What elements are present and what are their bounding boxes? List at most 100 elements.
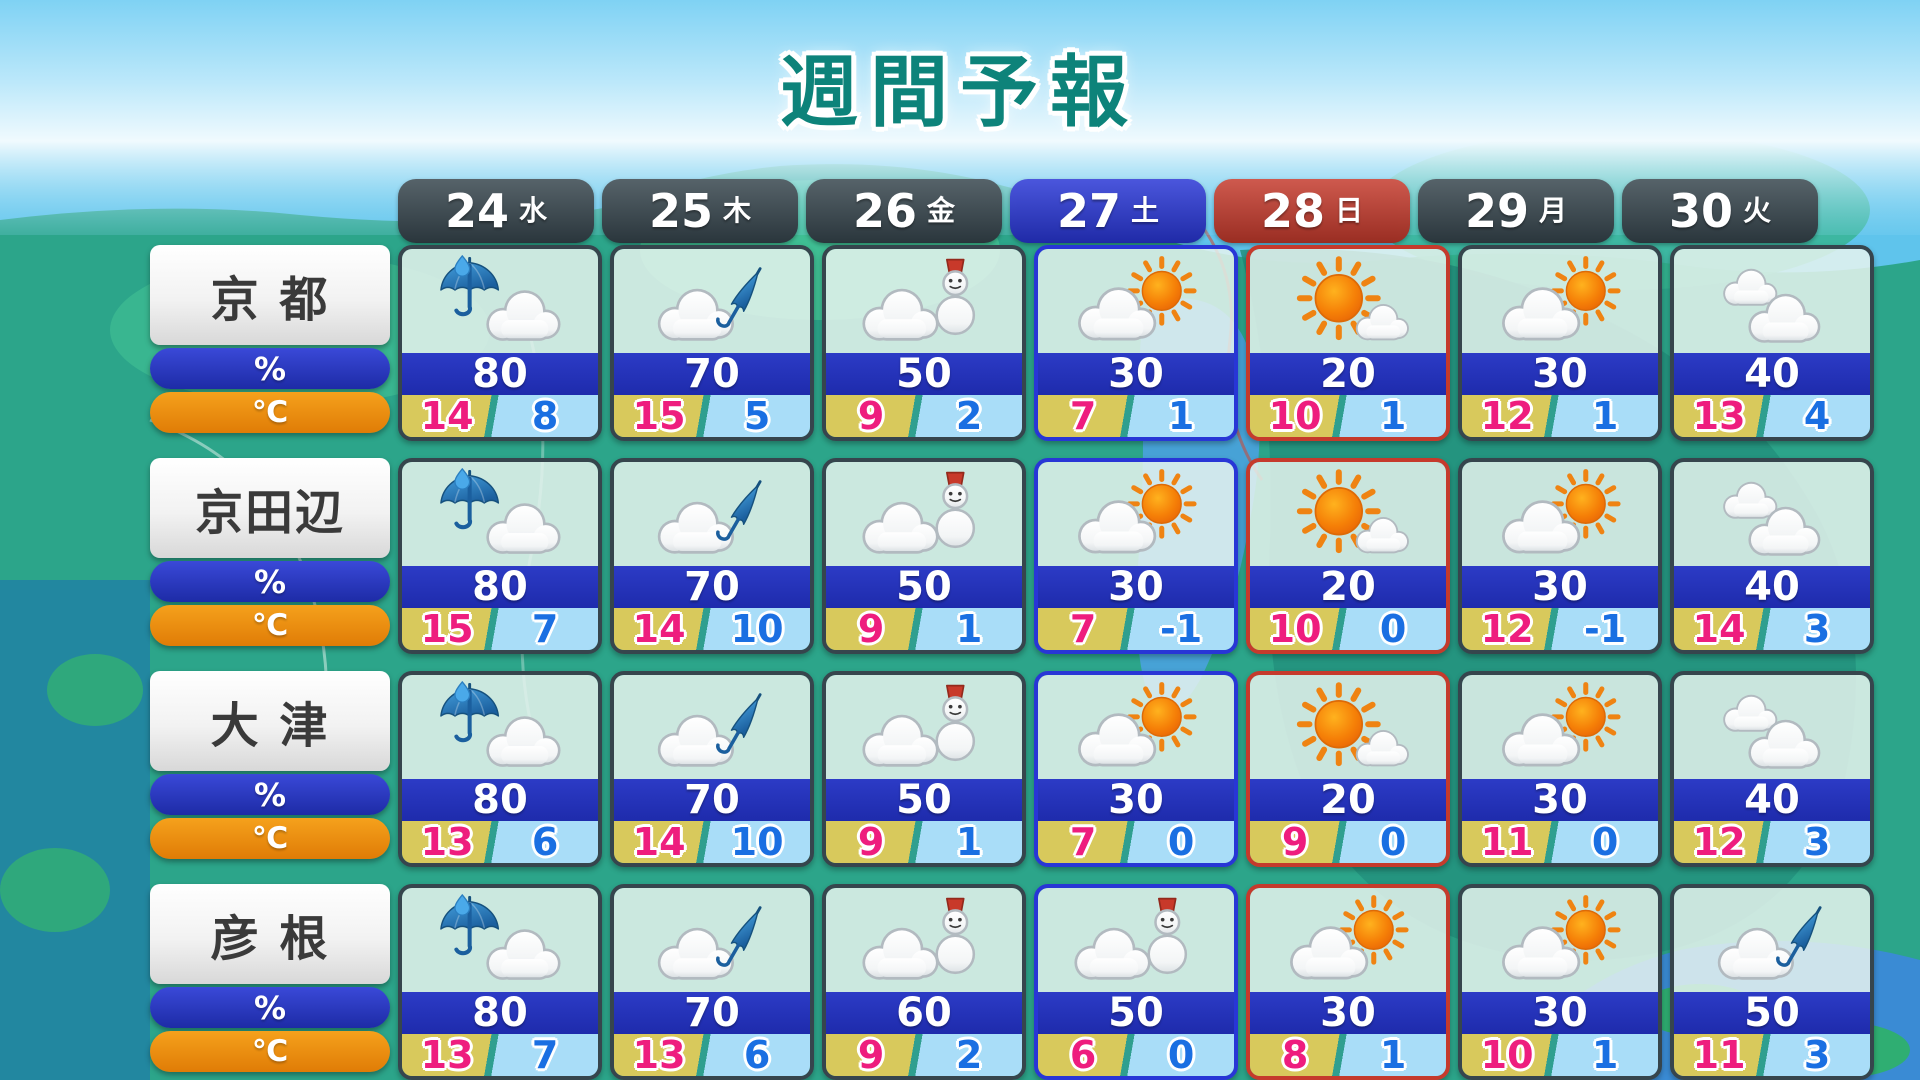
date-label: 30 (1668, 184, 1733, 238)
weather-icon-area (402, 462, 598, 566)
pop-row-label: % (150, 774, 390, 815)
row-labels: 京田辺% ℃ (150, 458, 390, 654)
pop-row-label: % (150, 348, 390, 389)
forecast-cell: 50 6 0 (1034, 884, 1238, 1080)
pop-value: 80 (402, 566, 598, 608)
pop-value: 80 (402, 779, 598, 821)
day-header-25: 25 木 (602, 179, 798, 243)
high-temp: 9 (857, 394, 885, 438)
high-temp: 7 (1069, 820, 1097, 864)
temp-values: 7 -1 (1038, 608, 1234, 650)
sun-small-cloud-icon (1268, 681, 1428, 773)
weather-icon-area (1250, 249, 1446, 353)
high-temp: 11 (1480, 820, 1534, 864)
high-temp: 9 (1281, 820, 1309, 864)
weather-icon-area (826, 462, 1022, 566)
low-temp: 3 (1803, 820, 1831, 864)
low-temp: 2 (955, 394, 983, 438)
pop-value: 20 (1250, 353, 1446, 395)
high-temp: 12 (1692, 820, 1746, 864)
city-name: 京 都 (150, 245, 390, 345)
city-row-0: 京 都% ℃ 80 14 8 70 15 5 50 9 2 30 7 1 20 10 1 30 12 1 40 13 4 (150, 245, 1874, 441)
low-temp: 0 (1379, 607, 1407, 651)
sun-behind-cloud-icon (1480, 255, 1640, 347)
high-temp: 11 (1692, 1033, 1746, 1077)
forecast-cell: 40 13 4 (1670, 245, 1874, 441)
temp-values: 14 10 (614, 608, 810, 650)
forecast-cell: 80 13 7 (398, 884, 602, 1080)
city-name: 大 津 (150, 671, 390, 771)
sun-behind-cloud-icon (1056, 468, 1216, 560)
cloudy-icon (1692, 255, 1852, 347)
rain-umbrella-cloud-icon (420, 255, 580, 347)
weather-icon-area (1038, 249, 1234, 353)
high-temp: 14 (1692, 607, 1746, 651)
high-temp: 13 (1692, 394, 1746, 438)
weather-icon-area (614, 675, 810, 779)
pop-value: 70 (614, 353, 810, 395)
high-temp: 14 (632, 607, 686, 651)
pop-row-label: % (150, 987, 390, 1028)
low-temp: 1 (1591, 394, 1619, 438)
low-temp: 1 (1591, 1033, 1619, 1077)
low-temp: 0 (1591, 820, 1619, 864)
header-row: 24 水 25 木 26 金 27 土 28 日 29 月 30 火 (398, 179, 1874, 243)
low-temp: 0 (1379, 820, 1407, 864)
forecast-cell: 50 9 1 (822, 671, 1026, 867)
high-temp: 9 (857, 607, 885, 651)
weather-icon-area (614, 888, 810, 992)
weather-icon-area (1038, 888, 1234, 992)
pop-value: 50 (826, 779, 1022, 821)
weekday-label: 水 (519, 194, 548, 227)
high-temp: 13 (632, 1033, 686, 1077)
pop-value: 40 (1674, 779, 1870, 821)
day-header-24: 24 水 (398, 179, 594, 243)
day-header-30: 30 火 (1622, 179, 1818, 243)
pop-value: 40 (1674, 566, 1870, 608)
weekday-label: 土 (1131, 194, 1160, 227)
low-temp: 1 (955, 607, 983, 651)
high-temp: 14 (632, 820, 686, 864)
weather-icon-area (1462, 462, 1658, 566)
forecast-cell: 60 9 2 (822, 884, 1026, 1080)
sun-behind-cloud-icon (1480, 894, 1640, 986)
low-temp: 8 (531, 394, 559, 438)
forecast-body: 京 都% ℃ 80 14 8 70 15 5 50 9 2 30 7 1 20 10 1 30 12 1 40 13 4 京田… (150, 245, 1874, 1080)
date-label: 27 (1056, 184, 1121, 238)
weather-icon-area (1038, 462, 1234, 566)
row-labels: 大 津% ℃ (150, 671, 390, 867)
temp-values: 14 8 (402, 395, 598, 437)
city-row-1: 京田辺% ℃ 80 15 7 70 14 10 50 9 1 30 7 -1 20 10 0 30 12 -1 40 14… (150, 458, 1874, 654)
forecast-cell: 70 14 10 (610, 671, 814, 867)
weather-icon-area (1250, 462, 1446, 566)
low-temp: 6 (531, 820, 559, 864)
weather-icon-area (1462, 675, 1658, 779)
temp-values: 12 -1 (1462, 608, 1658, 650)
weekday-label: 日 (1335, 194, 1364, 227)
low-temp: 1 (955, 820, 983, 864)
pop-value: 70 (614, 992, 810, 1034)
weekday-label: 木 (723, 194, 752, 227)
cloud-snowman-icon (844, 255, 1004, 347)
cloud-snowman-icon (844, 894, 1004, 986)
temp-values: 12 1 (1462, 395, 1658, 437)
date-label: 26 (852, 184, 917, 238)
high-temp: 10 (1268, 607, 1322, 651)
forecast-cell: 70 14 10 (610, 458, 814, 654)
temp-values: 13 7 (402, 1034, 598, 1076)
low-temp: 3 (1803, 1033, 1831, 1077)
city-name: 京田辺 (150, 458, 390, 558)
pop-value: 30 (1462, 779, 1658, 821)
sun-small-cloud-icon (1268, 468, 1428, 560)
sun-behind-cloud-icon (1056, 255, 1216, 347)
pop-value: 30 (1462, 566, 1658, 608)
forecast-cell: 50 11 3 (1670, 884, 1874, 1080)
forecast-cell: 50 9 1 (822, 458, 1026, 654)
high-temp: 9 (857, 820, 885, 864)
low-temp: 0 (1167, 1033, 1195, 1077)
forecast-cell: 70 15 5 (610, 245, 814, 441)
weather-icon-area (402, 675, 598, 779)
